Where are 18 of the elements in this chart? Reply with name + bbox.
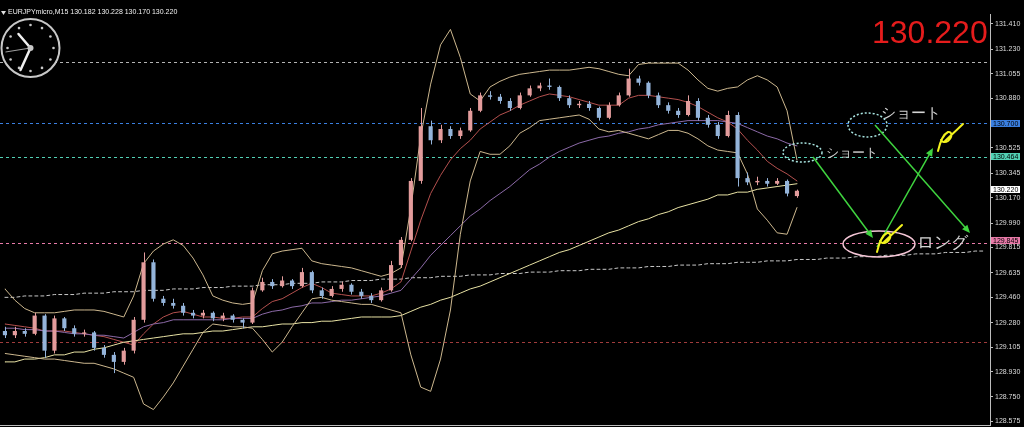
candlestick — [725, 110, 730, 138]
annotation: ショート — [881, 104, 941, 121]
candlestick — [685, 94, 691, 117]
candlestick — [91, 330, 97, 352]
annotation: ショート — [826, 145, 878, 160]
candlestick — [478, 92, 483, 113]
candlestick — [695, 97, 701, 122]
candlestick — [32, 312, 37, 336]
candlestick — [468, 107, 473, 133]
candlestick — [428, 120, 433, 145]
candlestick — [309, 270, 314, 294]
candlestick — [111, 351, 116, 374]
annotation: ロング — [917, 233, 968, 252]
annotation: 130.220 — [872, 14, 988, 50]
candlestick — [438, 124, 443, 144]
candlestick — [299, 267, 305, 289]
line-series — [4, 250, 986, 298]
candlestick — [626, 68, 631, 98]
